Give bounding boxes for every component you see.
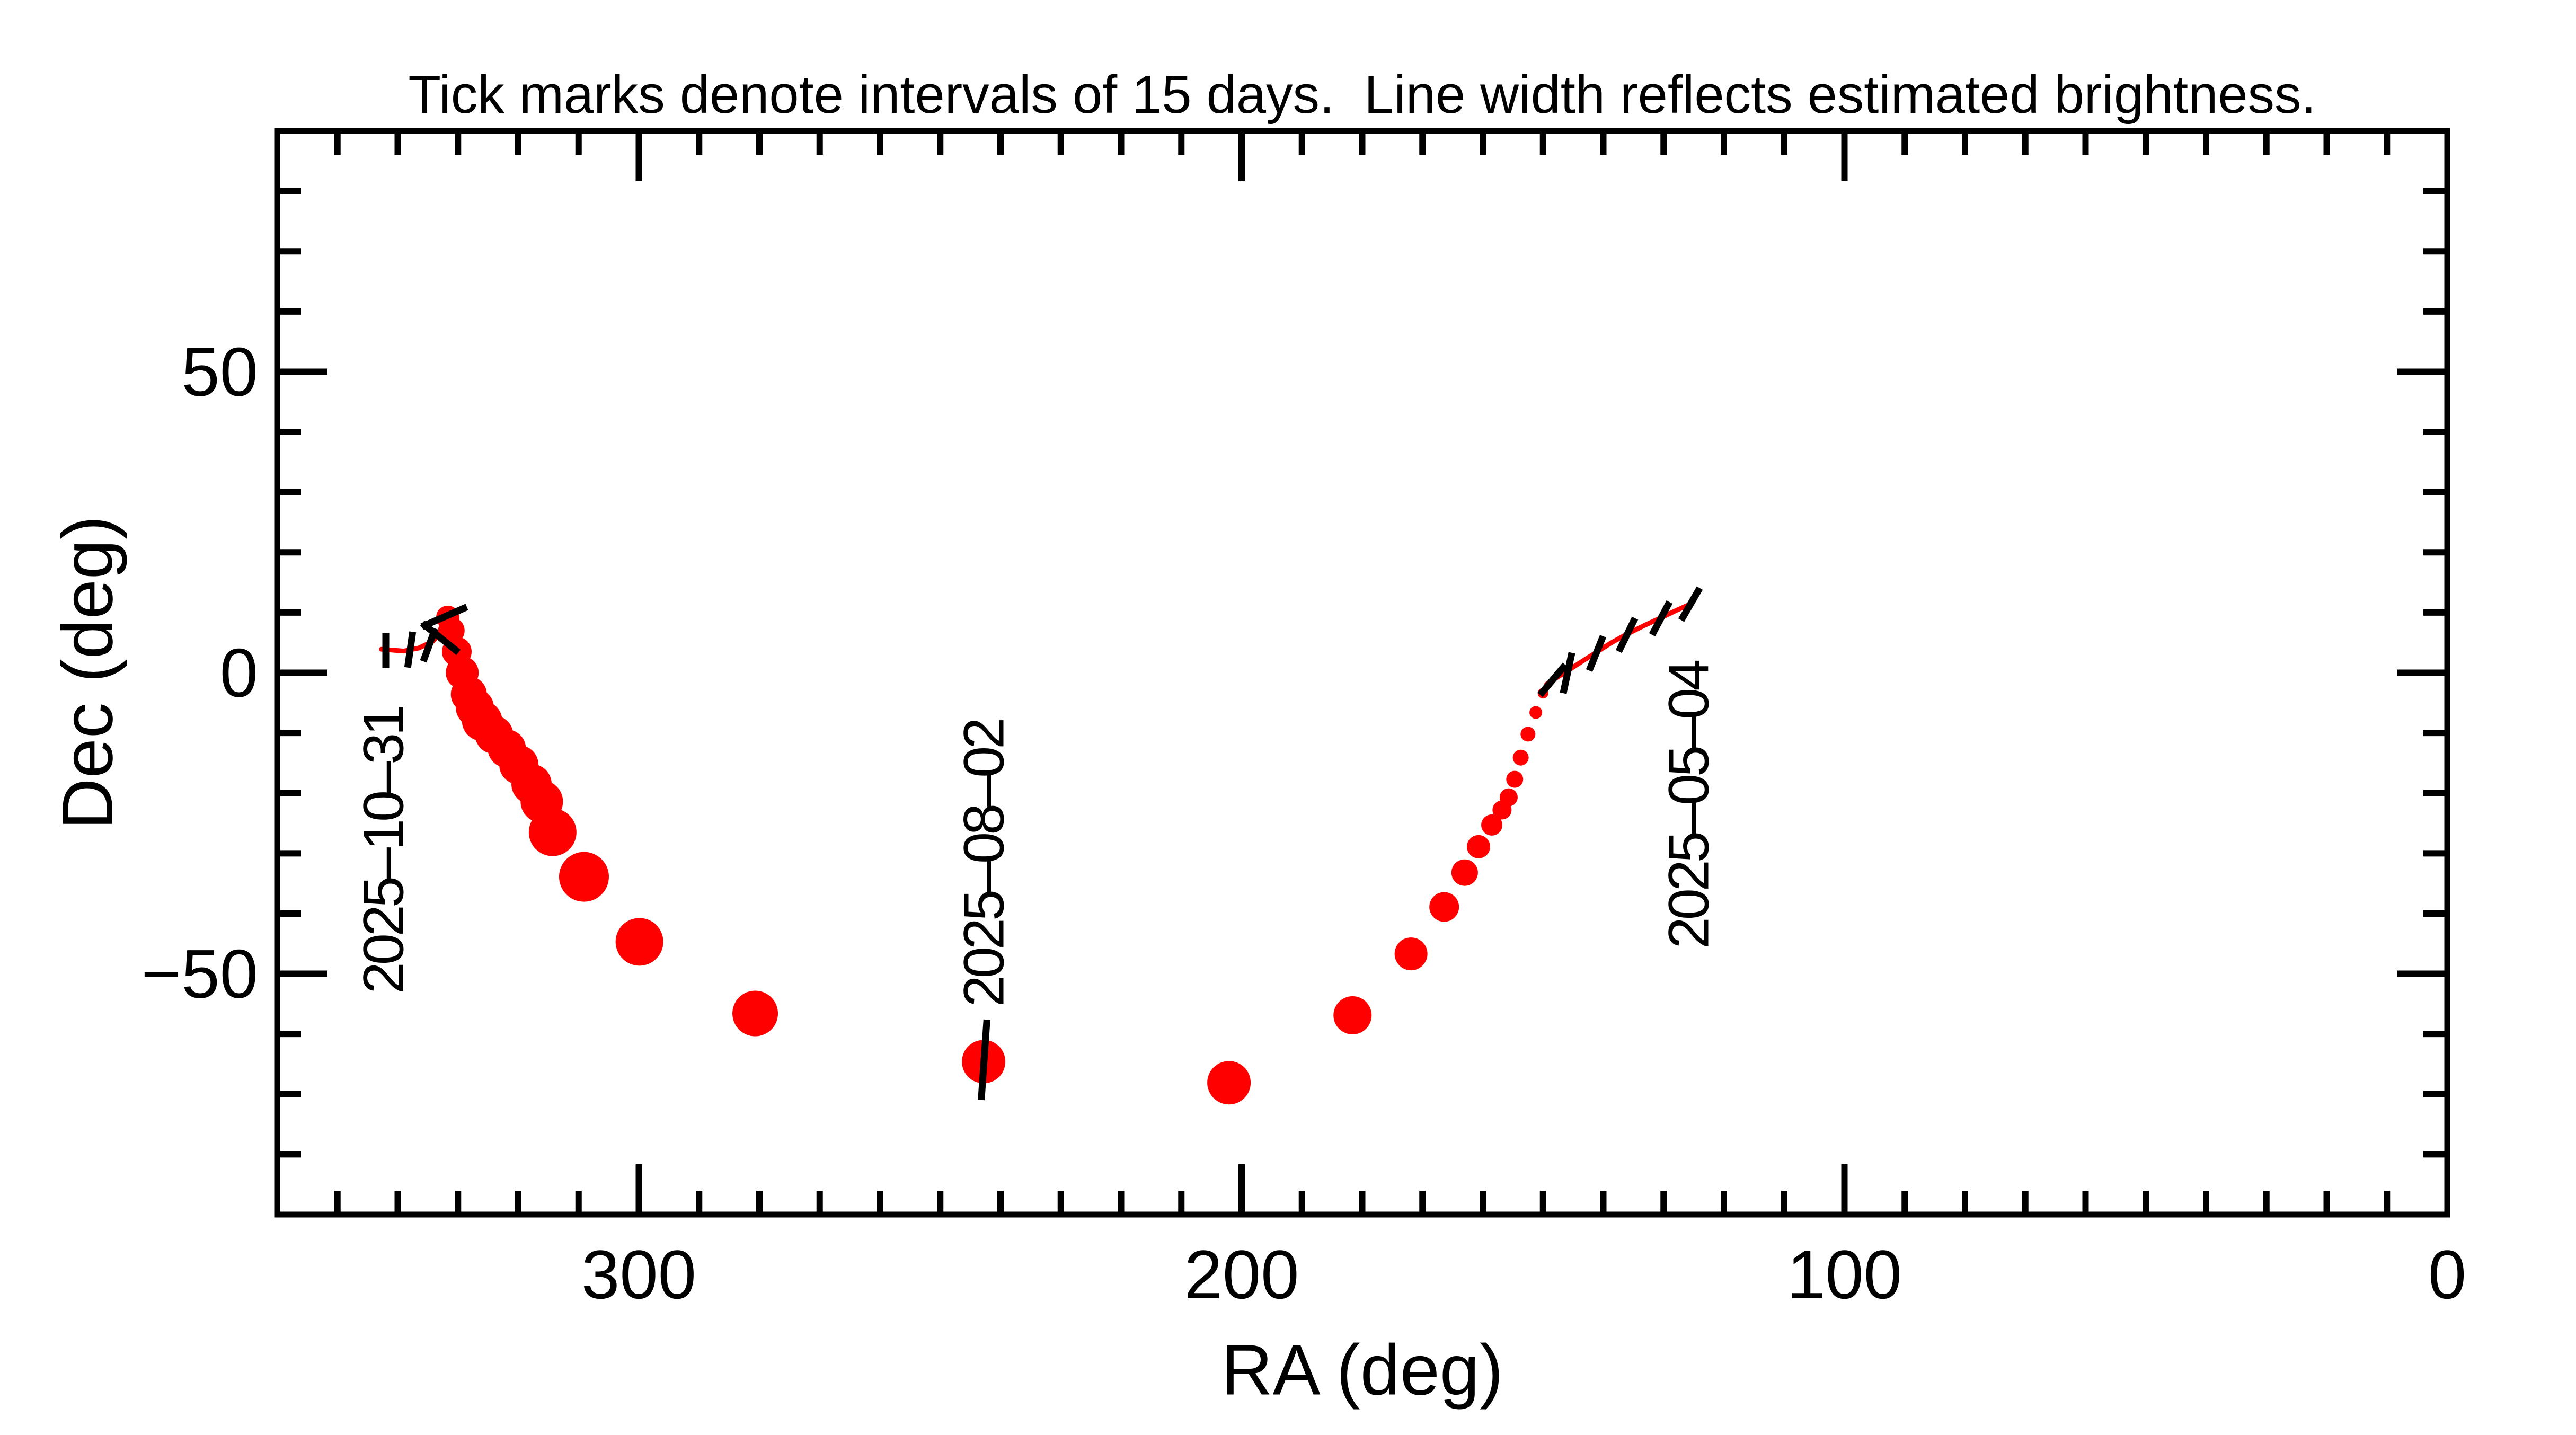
x-axis-tick-label: 200 (1184, 1236, 1299, 1313)
track-brightness-disc (559, 852, 609, 902)
track-brightness-disc (1529, 706, 1543, 719)
track-brightness-disc (615, 918, 663, 966)
track-brightness-disc (1512, 749, 1529, 766)
track-brightness-disc (1520, 727, 1536, 742)
fifteen-day-tick (404, 631, 417, 668)
track-brightness-disc (528, 808, 577, 856)
y-axis-tick-label: 50 (181, 333, 258, 410)
fifteen-day-tick (1678, 586, 1703, 622)
fifteen-day-tick (1560, 652, 1575, 694)
fifteen-day-tick (1615, 616, 1639, 653)
plot-frame (274, 128, 2450, 1218)
track-brightness-disc (1499, 788, 1518, 807)
track-brightness-disc (732, 990, 778, 1037)
track-brightness-disc (1506, 770, 1524, 788)
date-annotations: 2025–10–31 2025–08–02 2025–05–04 (351, 661, 1721, 1007)
arrow-barb-lower (420, 620, 461, 656)
date-label: 2025–10–31 (351, 707, 415, 994)
x-axis-tick-label: 0 (2428, 1236, 2466, 1313)
x-axis-tick-label: 300 (581, 1236, 696, 1313)
track-brightness-disc (1451, 859, 1478, 886)
chart-titles: Tick marks denote intervals of 15 days. … (48, 65, 2316, 1410)
y-axis-tick-label: 0 (220, 634, 258, 712)
x-axis-title: RA (deg) (1221, 1330, 1503, 1410)
fifteen-day-tick (978, 1019, 990, 1101)
track-brightness-disc (1394, 937, 1428, 971)
date-label: 2025–08–02 (952, 720, 1016, 1007)
track-brightness-disc (1207, 1061, 1251, 1105)
track-brightness-disc (1481, 814, 1503, 836)
date-label: 2025–05–04 (1657, 661, 1721, 949)
track-brightness-disc (1429, 892, 1459, 922)
track-brightness-disc (1467, 835, 1491, 858)
interval-tick-marks (382, 586, 1703, 1101)
fifteen-day-tick (1537, 662, 1568, 697)
fifteen-day-tick (1649, 600, 1673, 636)
y-axis-title: Dec (deg) (48, 516, 128, 830)
plot-title: Tick marks denote intervals of 15 days. … (408, 65, 2316, 125)
arrow-barb-upper (420, 604, 468, 630)
track-brightness-disc (1333, 996, 1372, 1034)
axis-tick-labels: 300 200 100 0 50 0 −50 (141, 333, 2466, 1313)
axis-ticks (277, 131, 2447, 1215)
comet-track (379, 601, 1693, 1105)
x-axis-tick-label: 100 (1787, 1236, 1902, 1313)
plot-border (274, 128, 2450, 1218)
y-axis-tick-label: −50 (141, 935, 258, 1013)
fifteen-day-tick (1586, 635, 1607, 672)
